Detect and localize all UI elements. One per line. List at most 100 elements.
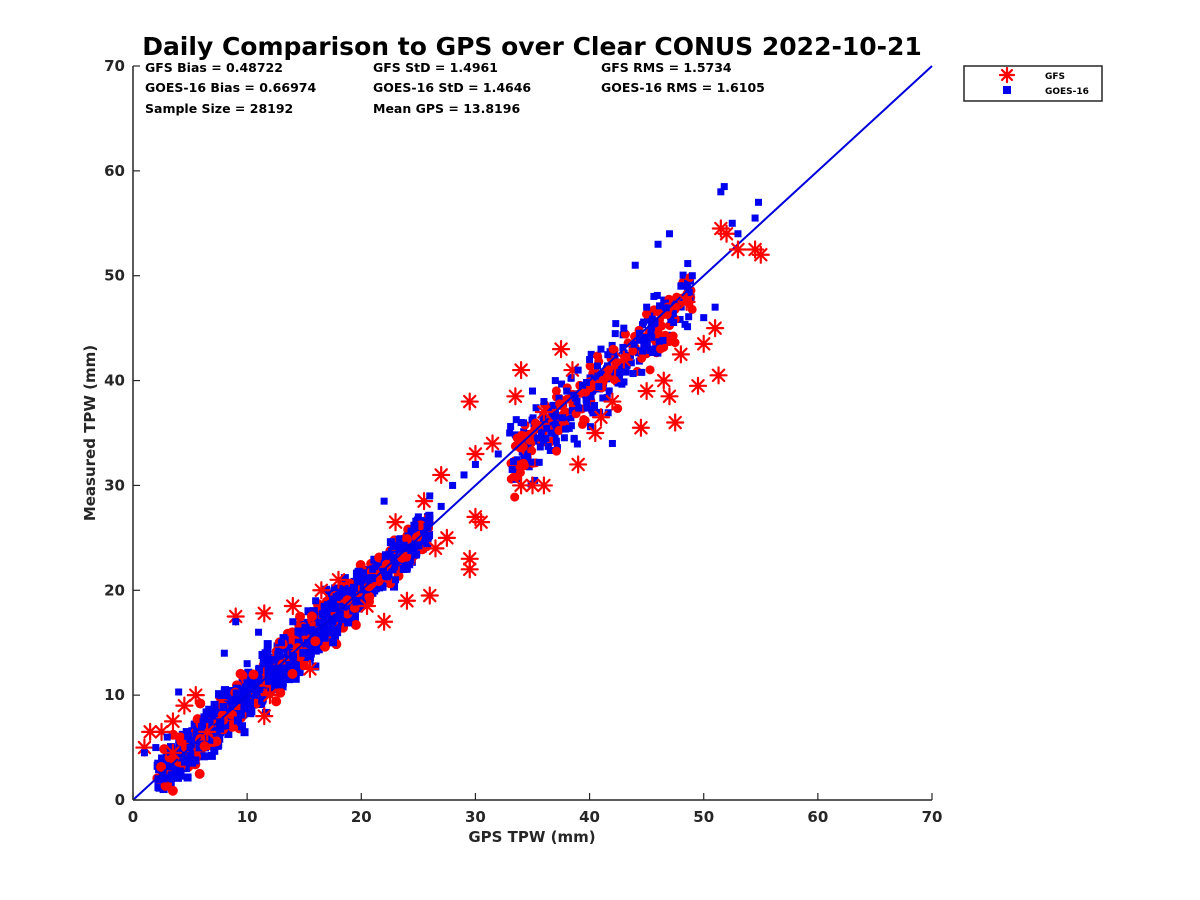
goes16-cloud-point xyxy=(532,437,540,445)
goes16-cloud-point xyxy=(560,434,568,442)
goes16-cloud-point xyxy=(391,558,400,567)
gfs-cloud-point xyxy=(510,492,520,502)
gfs-point xyxy=(694,334,713,353)
goes16-cloud-point xyxy=(175,746,184,755)
goes16-cloud-point xyxy=(259,657,268,666)
goes16-cloud-point xyxy=(549,401,557,409)
plot-area xyxy=(132,65,933,801)
goes16-cloud-point xyxy=(233,716,242,725)
gfs-point xyxy=(255,604,274,623)
goes16-cloud-point xyxy=(258,696,267,705)
goes16-cloud-point xyxy=(314,645,323,654)
goes16-cloud-point xyxy=(535,458,543,466)
legend-gfs-asterisk xyxy=(998,66,1016,84)
goes16-cloud-point xyxy=(263,640,272,649)
legend-goes16-marker-icon xyxy=(1003,86,1011,94)
x-tick-label: 30 xyxy=(465,808,486,826)
gfs-cloud-point xyxy=(237,670,248,681)
gfs-point xyxy=(472,513,491,532)
gfs-cloud-point xyxy=(620,329,630,339)
goes16-cloud-point xyxy=(303,639,312,648)
goes16-cloud-point xyxy=(241,683,250,692)
goes16-point xyxy=(334,592,342,600)
goes16-point xyxy=(403,565,411,573)
goes16-cloud-point xyxy=(527,458,535,466)
goes16-cloud-point xyxy=(640,342,648,350)
goes16-cloud-point xyxy=(605,387,613,395)
gfs-point xyxy=(534,402,554,422)
goes16-cloud-point xyxy=(263,647,272,656)
gfs-cloud-point xyxy=(668,331,678,341)
goes16-point xyxy=(574,366,582,374)
goes16-cloud-point xyxy=(368,574,377,583)
goes16-point xyxy=(460,471,468,479)
goes16-cloud-point xyxy=(258,650,267,659)
goes16-cloud-point xyxy=(171,762,180,771)
goes16-cloud-point xyxy=(388,565,397,574)
gfs-cloud-point xyxy=(641,309,651,319)
goes16-cloud-point xyxy=(294,627,303,636)
gfs-point xyxy=(603,392,622,411)
x-tick-label: 40 xyxy=(579,808,600,826)
goes16-cloud-point xyxy=(240,728,249,737)
goes16-cloud-point xyxy=(616,369,624,377)
gfs-point xyxy=(397,591,417,610)
gfs-point xyxy=(186,686,205,705)
goes16-point xyxy=(232,618,240,626)
goes16-cloud-point xyxy=(590,401,598,409)
goes16-cloud-point xyxy=(508,465,516,473)
goes16-cloud-point xyxy=(378,582,387,591)
goes16-cloud-point xyxy=(221,686,230,695)
goes16-cloud-point xyxy=(423,539,432,548)
goes16-point xyxy=(243,660,251,668)
goes16-cloud-point xyxy=(294,668,303,677)
goes16-cloud-point xyxy=(676,315,684,323)
goes16-cloud-point xyxy=(181,757,190,766)
gfs-cloud-point xyxy=(611,359,621,369)
goes16-cloud-point xyxy=(350,612,359,621)
goes16-cloud-point xyxy=(510,458,518,466)
goes16-cloud-point xyxy=(393,542,402,551)
x-axis-label: GPS TPW (mm) xyxy=(468,828,595,846)
goes16-cloud-point xyxy=(611,330,619,338)
goes16-cloud-point xyxy=(594,372,602,380)
goes16-cloud-point xyxy=(333,621,342,630)
goes16-point xyxy=(517,419,525,427)
goes16-cloud-point xyxy=(333,628,342,637)
goes16-cloud-point xyxy=(639,347,647,355)
goes16-cloud-point xyxy=(646,346,654,354)
goes16-cloud-point xyxy=(315,631,324,640)
goes16-cloud-point xyxy=(154,782,163,791)
goes16-point xyxy=(529,387,536,395)
goes16-point xyxy=(220,649,228,657)
goes16-cloud-point xyxy=(232,689,241,698)
goes16-cloud-point xyxy=(320,602,329,611)
goes16-point xyxy=(255,628,263,636)
goes16-point xyxy=(175,688,183,696)
gfs-cloud-point xyxy=(363,581,374,592)
goes16-cloud-point xyxy=(390,582,399,591)
goes16-cloud-point xyxy=(523,453,531,461)
gfs-rms: GFS RMS = 1.5734 xyxy=(601,60,732,75)
goes16-cloud-point xyxy=(568,407,576,415)
x-tick-label: 20 xyxy=(351,808,372,826)
goes16-cloud-point xyxy=(647,329,655,337)
goes16-cloud-point xyxy=(536,434,544,442)
goes16-point xyxy=(140,749,148,757)
goes16-cloud-point xyxy=(575,404,583,412)
goes16-cloud-point xyxy=(381,552,390,561)
goes16-cloud-point xyxy=(205,718,214,727)
gfs-cloud-point xyxy=(512,433,522,443)
gfs-cloud-point xyxy=(287,668,298,679)
goes16-cloud-point xyxy=(289,657,298,666)
gfs-point xyxy=(569,455,588,474)
goes16-point xyxy=(654,240,662,248)
goes16-cloud-point xyxy=(549,418,557,426)
y-tick-label: 50 xyxy=(104,267,125,285)
goes16-cloud-point xyxy=(395,546,404,555)
one-to-one-line xyxy=(132,65,933,801)
goes16-point xyxy=(711,303,719,311)
goes16-point xyxy=(494,450,502,458)
goes16-series xyxy=(140,183,763,757)
gfs-cloud-point xyxy=(608,344,618,354)
